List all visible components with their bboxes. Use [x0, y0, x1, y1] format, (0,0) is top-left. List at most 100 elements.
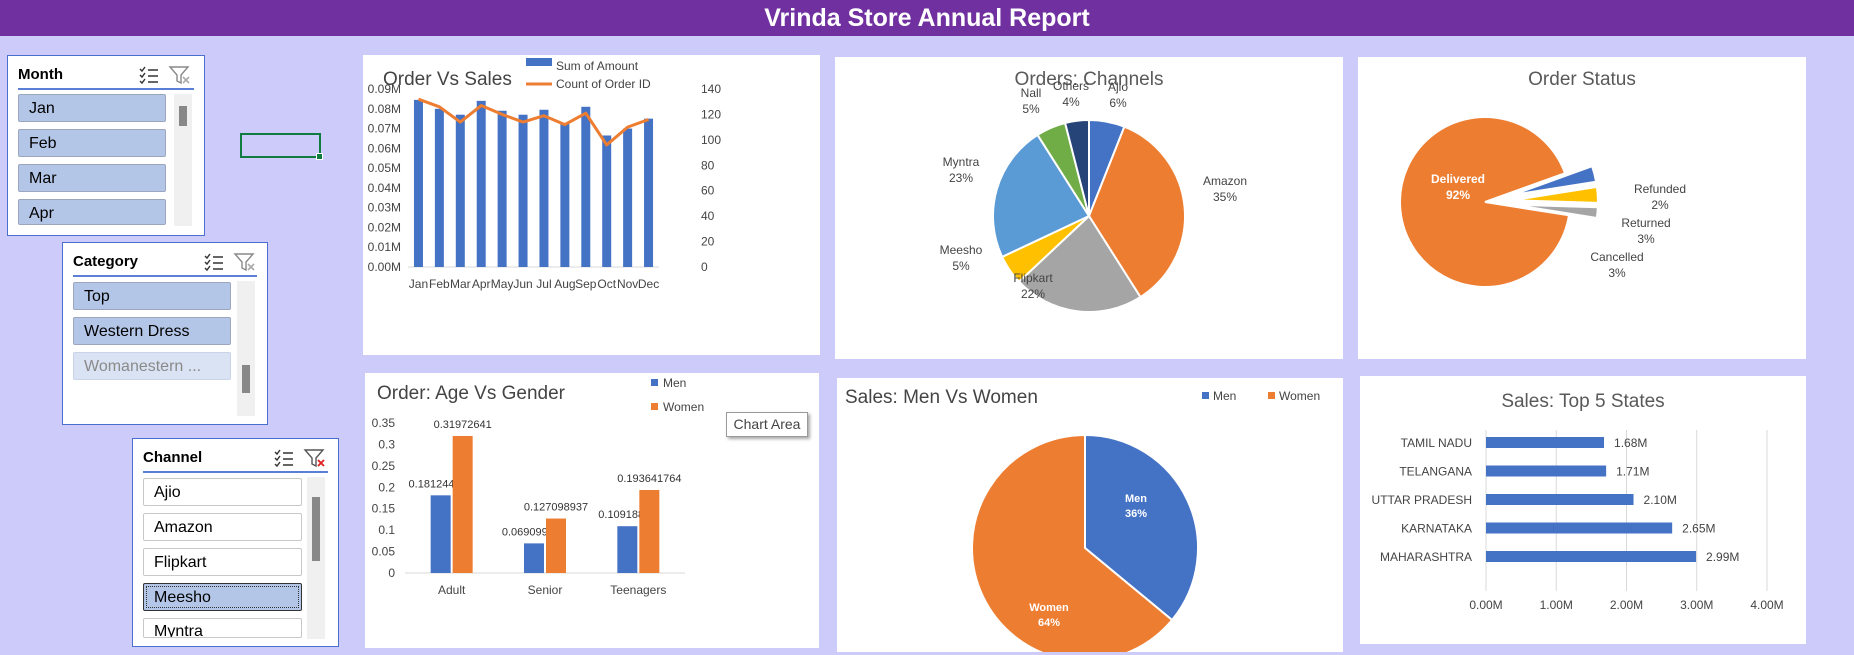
- y-tick-right: 40: [701, 209, 715, 223]
- y-tick: 0: [388, 566, 395, 580]
- y-tick-left: 0.02M: [368, 220, 401, 234]
- channel-slicer-scrollbar[interactable]: [307, 477, 325, 639]
- month-slicer[interactable]: Month Jan Feb Mar Apr: [7, 55, 205, 236]
- bar-value-label: 0.127098937: [524, 502, 588, 514]
- bar: [639, 490, 660, 573]
- order-status-chart[interactable]: Order Status Delivered 92% Cancelled 3% Retur…: [1358, 57, 1806, 359]
- bar-value-label: 1.68M: [1614, 436, 1647, 450]
- category-slicer-scrollbar[interactable]: [237, 281, 255, 416]
- channel-item[interactable]: Ajio: [143, 478, 302, 506]
- y-tick: 0.2: [378, 480, 395, 494]
- bar: [602, 135, 612, 267]
- legend-label: Men: [1213, 389, 1236, 403]
- top5-states-chart[interactable]: Sales: Top 5 States 0.00M 1.00M 2.00M 3.00M 4…: [1360, 376, 1806, 644]
- orders-channels-chart[interactable]: Orders: Channels Ajio 6% Amazon 35% Flipkart 2…: [835, 57, 1343, 359]
- pie-slice: [1512, 203, 1599, 220]
- pie-slice: [1512, 185, 1599, 204]
- sales-men-women-chart[interactable]: Sales: Men Vs Women Men Women Men 36% Women 64…: [837, 378, 1343, 652]
- slice-label: Flipkart: [1013, 271, 1053, 285]
- slice-label: Myntra: [943, 155, 980, 169]
- x-tick-label: Mar: [450, 277, 471, 291]
- category-label: TELANGANA: [1399, 465, 1472, 479]
- channel-slicer-scroll-thumb[interactable]: [312, 497, 320, 561]
- month-item[interactable]: Jan: [18, 94, 166, 122]
- legend-label: Women: [1279, 389, 1320, 403]
- slice-pct: 22%: [1021, 287, 1045, 301]
- category-slicer-scroll-thumb[interactable]: [242, 365, 250, 393]
- category-item[interactable]: Western Dress: [73, 317, 231, 345]
- y-tick-left: 0.07M: [368, 122, 401, 136]
- bar: [581, 106, 591, 267]
- slice-pct: 64%: [1038, 617, 1060, 629]
- x-tick-label: Feb: [429, 277, 450, 291]
- x-tick-label: Teenagers: [610, 583, 666, 597]
- x-tick-label: Jun: [513, 277, 532, 291]
- pie-slice: [1399, 116, 1571, 288]
- top5-states-svg: Sales: Top 5 States 0.00M 1.00M 2.00M 3.00M 4…: [1372, 391, 1784, 612]
- legend-swatch: [651, 379, 658, 386]
- chart-title: Order Status: [1528, 69, 1636, 90]
- pie-slice: [1017, 214, 1142, 313]
- selected-cell[interactable]: [240, 133, 323, 160]
- slice-label: Meesho: [940, 243, 983, 257]
- category-item[interactable]: Top: [73, 282, 231, 310]
- bar: [617, 526, 638, 573]
- channel-slicer[interactable]: Channel Ajio Amazon Flipkart Meesho Mynt…: [132, 438, 339, 647]
- order-vs-sales-chart[interactable]: Order Vs Sales Sum of Amount Count of Orde…: [363, 55, 820, 355]
- bar: [452, 435, 473, 573]
- slice-label: Women: [1029, 602, 1069, 614]
- pie-slice: [971, 433, 1174, 652]
- clear-filter-active-icon[interactable]: [303, 448, 327, 468]
- y-tick-left: 0.04M: [368, 181, 401, 195]
- category-slicer-header: Category: [73, 249, 257, 277]
- y-tick-left: 0.05M: [368, 161, 401, 175]
- clear-filter-icon[interactable]: [168, 65, 192, 85]
- month-slicer-scroll-thumb[interactable]: [179, 106, 187, 126]
- month-item[interactable]: Feb: [18, 129, 166, 157]
- y-tick-right: 120: [701, 107, 721, 121]
- slice-pct: 36%: [1125, 508, 1147, 520]
- sales-men-women-svg: Sales: Men Vs Women Men Women Men 36% Women 64…: [845, 387, 1320, 652]
- bar: [1486, 494, 1634, 505]
- category-label: MAHARASHTRA: [1380, 550, 1472, 564]
- channel-item[interactable]: Meesho: [143, 583, 302, 611]
- channel-item[interactable]: Flipkart: [143, 548, 302, 576]
- bar: [434, 108, 444, 268]
- x-tick: 2.00M: [1610, 598, 1643, 612]
- y-tick-left: 0.06M: [368, 141, 401, 155]
- x-tick-label: Jan: [409, 277, 428, 291]
- slice-pct: 3%: [1637, 232, 1655, 246]
- bar: [430, 495, 451, 573]
- month-slicer-scrollbar[interactable]: [174, 94, 192, 226]
- month-item[interactable]: Apr: [18, 199, 166, 225]
- bar: [518, 114, 528, 267]
- channel-slicer-header: Channel: [143, 445, 328, 473]
- bar-value-label: 0.31972641: [434, 419, 492, 431]
- slice-label: Nall: [1021, 86, 1042, 100]
- y-tick-left: 0.00M: [368, 260, 401, 274]
- x-tick: 3.00M: [1680, 598, 1713, 612]
- slice-label: Others: [1053, 79, 1089, 93]
- channel-item[interactable]: Amazon: [143, 513, 302, 541]
- pie-slice: [1063, 118, 1090, 217]
- bar: [497, 110, 507, 267]
- order-status-svg: Order Status Delivered 92% Cancelled 3% Retur…: [1399, 69, 1686, 288]
- multi-select-icon[interactable]: [138, 65, 160, 85]
- bar: [644, 118, 654, 267]
- multi-select-icon[interactable]: [273, 448, 295, 468]
- x-tick-label: Adult: [438, 583, 466, 597]
- bar-value-label: 0.193641764: [617, 473, 681, 485]
- channel-item[interactable]: Myntra: [143, 618, 302, 638]
- bar: [1486, 437, 1605, 448]
- slice-label: Ajio: [1108, 80, 1128, 94]
- multi-select-icon[interactable]: [203, 252, 225, 272]
- x-tick-label: Apr: [472, 277, 491, 291]
- category-slicer[interactable]: Category Top Western Dress Womanestern .…: [62, 242, 268, 425]
- y-tick-right: 0: [701, 260, 708, 274]
- legend-swatch: [651, 403, 658, 410]
- month-item[interactable]: Mar: [18, 164, 166, 192]
- clear-filter-icon[interactable]: [233, 252, 257, 272]
- y-tick-right: 80: [701, 158, 715, 172]
- category-item[interactable]: Womanestern ...: [73, 352, 231, 380]
